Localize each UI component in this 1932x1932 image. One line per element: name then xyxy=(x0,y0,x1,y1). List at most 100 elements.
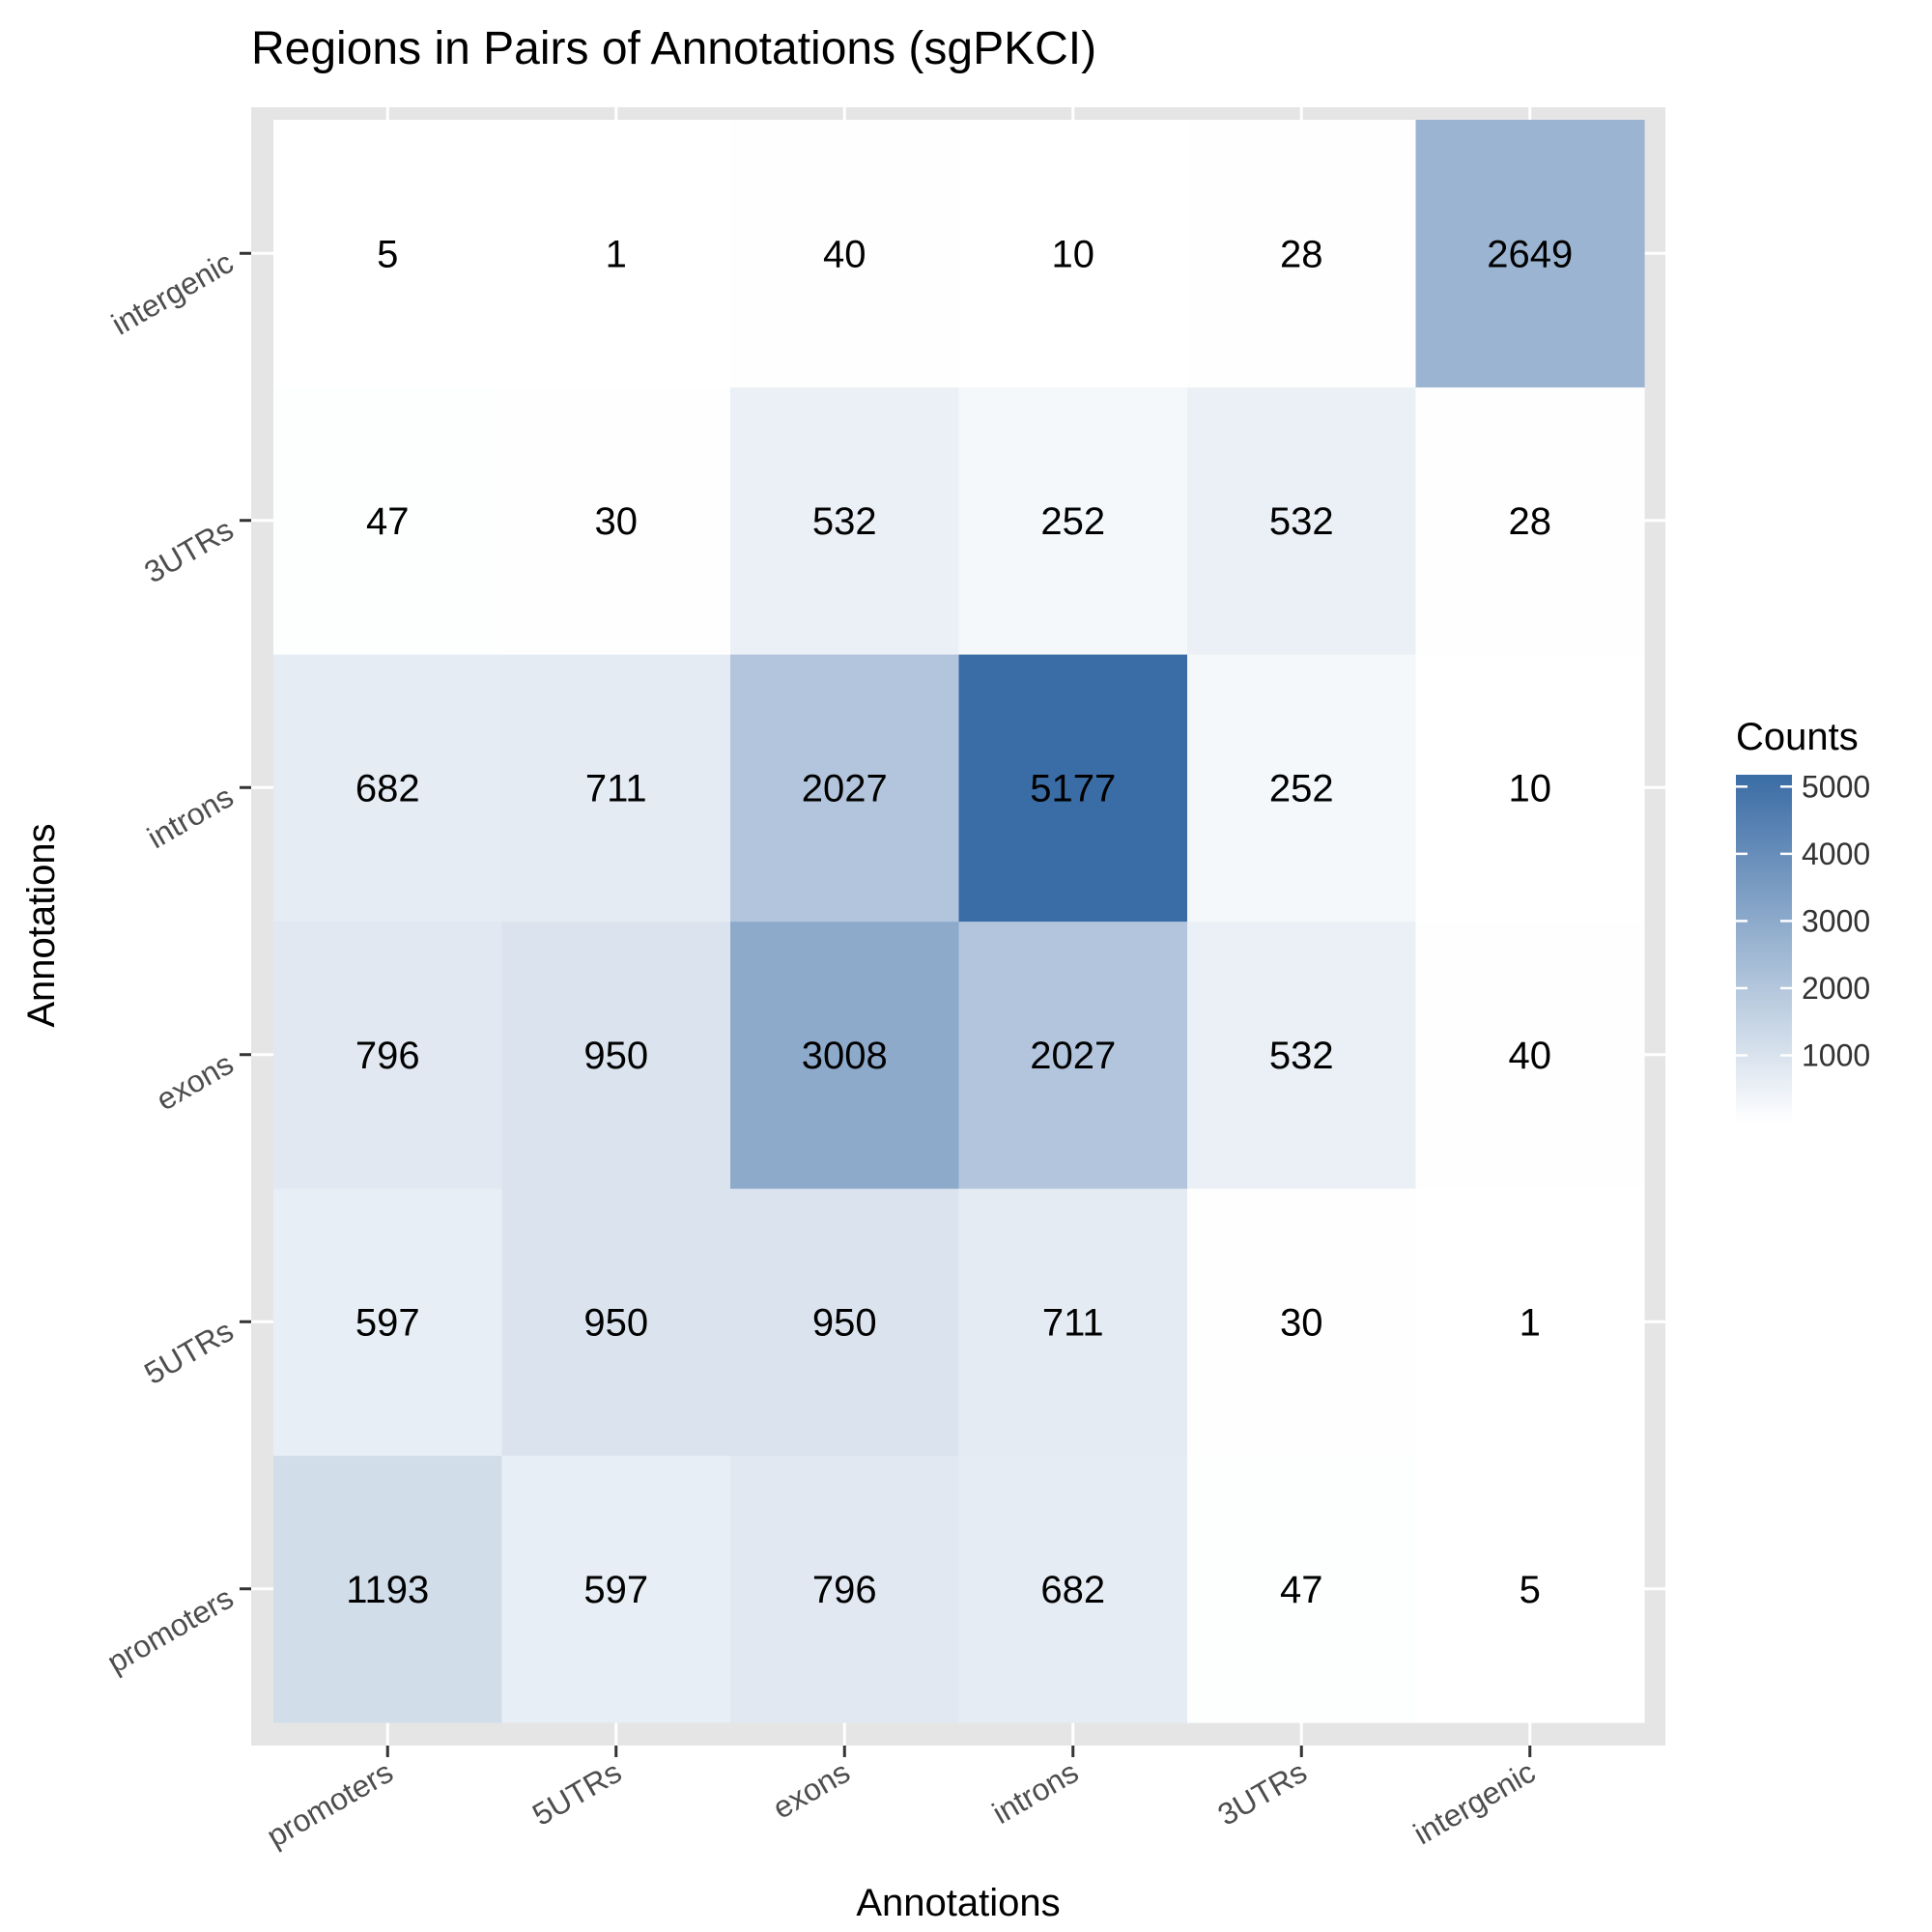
heatmap-cell xyxy=(1415,1188,1645,1457)
cell-value-label: 682 xyxy=(355,767,420,810)
y-tick-label: promoters xyxy=(101,1580,240,1680)
cell-value-label: 682 xyxy=(1040,1569,1105,1611)
heatmap-cell xyxy=(1187,654,1417,923)
cell-value-label: 5177 xyxy=(1030,767,1116,810)
cell-value-label: 532 xyxy=(1269,500,1334,543)
heatmap-cell xyxy=(1187,921,1417,1189)
x-tick-label: 3UTRs xyxy=(1212,1754,1313,1833)
heatmap-cell xyxy=(501,1455,731,1723)
cell-value-label: 597 xyxy=(583,1569,648,1611)
x-tick-label: intergenic xyxy=(1407,1754,1541,1852)
heatmap-cell xyxy=(501,921,731,1189)
heatmap-cell xyxy=(273,1188,503,1457)
heatmap-cell xyxy=(1415,654,1645,923)
chart-title: Regions in Pairs of Annotations (sgPKCI) xyxy=(251,23,1096,74)
heatmap-cell xyxy=(1187,120,1417,388)
x-axis-label: Annotations xyxy=(856,1882,1060,1924)
heatmap-cell xyxy=(1187,1188,1417,1457)
heatmap-cell xyxy=(501,120,731,388)
axis-ticks xyxy=(240,251,1532,1757)
heatmap-cell xyxy=(730,1455,960,1723)
heatmap-cell xyxy=(273,921,503,1189)
y-tick-label: 3UTRs xyxy=(138,512,239,590)
cell-value-label: 28 xyxy=(1280,233,1323,275)
cell-value-label: 5 xyxy=(377,233,398,275)
cell-value-label: 252 xyxy=(1040,500,1105,543)
heatmap-cell xyxy=(958,1455,1188,1723)
heatmap-cell xyxy=(273,654,503,923)
cell-value-label: 532 xyxy=(812,500,877,543)
cell-value-label: 30 xyxy=(595,500,639,543)
heatmap-cell xyxy=(1415,1455,1645,1723)
cell-value-label: 796 xyxy=(812,1569,877,1611)
y-axis-label: Annotations xyxy=(20,823,63,1027)
color-legend: Counts 1000 2000 3000 4000 5000 xyxy=(1736,716,1870,1122)
cell-value-label: 597 xyxy=(355,1301,420,1344)
x-tick-label: introns xyxy=(986,1754,1084,1831)
heatmap-cell xyxy=(1415,120,1645,388)
heatmap-cell xyxy=(273,1455,503,1723)
heatmap-cell xyxy=(501,654,731,923)
cell-value-label: 711 xyxy=(585,767,647,810)
cell-value-label: 3008 xyxy=(802,1035,888,1077)
cell-value-label: 950 xyxy=(583,1301,648,1344)
cell-value-label: 796 xyxy=(355,1035,420,1077)
y-tick-label: introns xyxy=(141,779,239,855)
cell-value-label: 47 xyxy=(1280,1569,1323,1611)
legend-colorbar xyxy=(1736,775,1792,1122)
legend-tick-label: 1000 xyxy=(1802,1038,1870,1073)
heatmap-cell xyxy=(730,1188,960,1457)
y-tick-label: 5UTRs xyxy=(138,1313,239,1391)
cell-value-label: 40 xyxy=(1509,1035,1552,1077)
legend-ticks: 1000 2000 3000 4000 5000 xyxy=(1736,769,1870,1073)
cell-value-label: 2649 xyxy=(1487,233,1573,275)
heatmap-cell xyxy=(730,386,960,655)
legend-tick-label: 2000 xyxy=(1802,971,1870,1006)
heatmap-cell xyxy=(273,386,503,655)
heatmap-cell xyxy=(730,120,960,388)
legend-tick-label: 5000 xyxy=(1802,769,1870,804)
x-tick-label: exons xyxy=(767,1754,856,1826)
y-axis-tick-labels: promoters 5UTRs exons introns 3UTRs intergeni… xyxy=(101,244,240,1680)
heatmap-cell xyxy=(1415,386,1645,655)
cell-value-label: 1 xyxy=(1520,1301,1541,1344)
heatmap-cell xyxy=(958,120,1188,388)
heatmap-cell xyxy=(501,1188,731,1457)
cell-value-label: 10 xyxy=(1509,767,1552,810)
x-axis-tick-labels: promoters 5UTRs exons introns 3UTRs intergeni… xyxy=(261,1754,1541,1854)
cell-value-labels: 1193 597 796 682 47 5 597 950 950 711 30 1 796 950 300… xyxy=(346,233,1573,1611)
legend-tick-label: 4000 xyxy=(1802,837,1870,871)
cell-value-label: 30 xyxy=(1280,1301,1323,1344)
y-tick-label: exons xyxy=(151,1046,240,1118)
cell-value-label: 5 xyxy=(1520,1569,1541,1611)
cell-value-label: 40 xyxy=(823,233,867,275)
cell-value-label: 1193 xyxy=(346,1569,429,1611)
heatmap-cell xyxy=(958,654,1188,923)
legend-tick-label: 3000 xyxy=(1802,903,1870,938)
cell-value-label: 950 xyxy=(812,1301,877,1344)
cell-value-label: 532 xyxy=(1269,1035,1334,1077)
heatmap-cell xyxy=(273,120,503,388)
cell-value-label: 252 xyxy=(1269,767,1334,810)
y-tick-label: intergenic xyxy=(105,244,239,342)
cell-value-label: 950 xyxy=(583,1035,648,1077)
cell-value-label: 28 xyxy=(1509,500,1552,543)
heatmap-cell xyxy=(1187,386,1417,655)
heatmap-cells xyxy=(273,120,1645,1723)
heatmap-cell xyxy=(958,1188,1188,1457)
heatmap-cell xyxy=(958,386,1188,655)
cell-value-label: 2027 xyxy=(1030,1035,1116,1077)
x-tick-label: promoters xyxy=(261,1754,399,1854)
heatmap-cell xyxy=(1415,921,1645,1189)
cell-value-label: 10 xyxy=(1052,233,1095,275)
cell-value-label: 2027 xyxy=(802,767,888,810)
heatmap-cell xyxy=(730,654,960,923)
cell-value-label: 1 xyxy=(606,233,627,275)
legend-title: Counts xyxy=(1736,716,1859,758)
heatmap-cell xyxy=(501,386,731,655)
heatmap-cell xyxy=(958,921,1188,1189)
x-tick-label: 5UTRs xyxy=(526,1754,627,1833)
cell-value-label: 711 xyxy=(1042,1301,1104,1344)
cell-value-label: 47 xyxy=(366,500,410,543)
